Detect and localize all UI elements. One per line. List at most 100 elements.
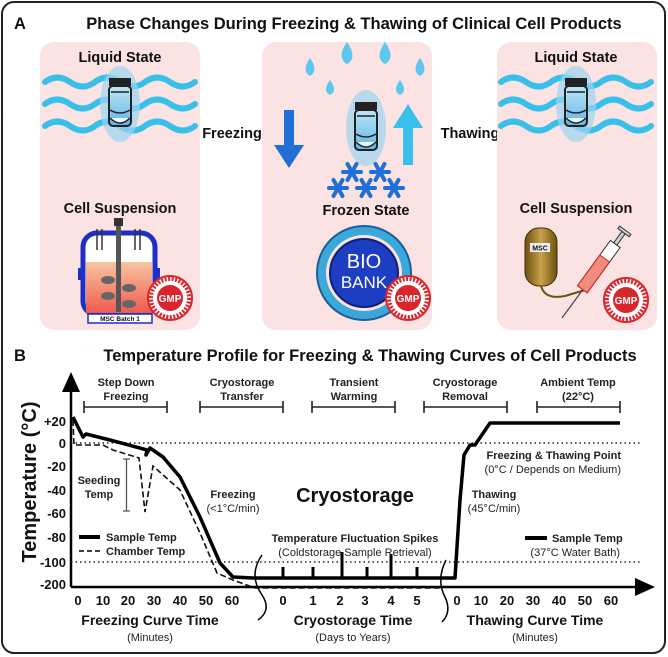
svg-text:GMP: GMP [397,294,420,305]
freezing-x-unit: (Minutes) [127,632,173,644]
liquid-state-box-left: Liquid State Cell Suspension MSC Batch 1… [40,42,200,330]
svg-text:20: 20 [121,593,135,608]
svg-text:0: 0 [74,593,81,608]
spikes-note-sub: (Coldstorage Sample Retrieval) [278,547,431,559]
svg-text:60: 60 [225,593,239,608]
svg-text:40: 40 [173,593,187,608]
svg-text:-40: -40 [47,483,66,498]
syringe-icon [561,225,632,319]
arrow-up-icon [393,104,423,165]
phase-label: Freezing [103,391,148,403]
seeding-label: Temp [85,489,114,501]
y-axis-label: Temperature (°C) [19,402,41,563]
svg-text:50: 50 [578,593,592,608]
svg-text:40: 40 [552,593,566,608]
svg-text:10: 10 [474,593,488,608]
seeding-label: Seeding [78,475,121,487]
thawing-note: Thawing [472,489,517,501]
bioreactor-icon: MSC Batch 1 [78,218,160,324]
vial-icon [99,65,141,143]
vessel-label: MSC Batch 1 [100,316,140,323]
svg-text:1: 1 [309,593,316,608]
frozen-state-box: Frozen State BIO BANK GMP [262,42,432,330]
panel-b-title: Temperature Profile for Freezing & Thawi… [103,347,636,365]
thawing-x-unit: (Minutes) [512,632,558,644]
panel-a-letter: A [14,15,26,33]
cell-bag-icon: MSC [524,227,586,298]
phase-brackets [83,401,621,413]
svg-text:-20: -20 [47,459,66,474]
freezing-x-label: Freezing Curve Time [81,612,219,628]
right-state-label: Liquid State [535,50,618,66]
vial-icon [345,89,387,167]
x-axis-arrow-icon [635,578,655,596]
vial-icon [555,65,597,143]
cryo-x-ticks: 0 1 2 3 4 5 [279,593,420,608]
svg-text:0: 0 [453,593,460,608]
bag-label: MSC [532,246,548,253]
svg-text:10: 10 [96,593,110,608]
gmp-stamp-icon: GMP [602,276,650,324]
legend-water-bath: (37°C Water Bath) [530,547,620,559]
right-subtitle: Cell Suspension [520,201,633,217]
svg-text:-80: -80 [47,530,66,545]
cryostorage-title: Cryostorage [296,485,414,507]
thawing-x-ticks: 0 10 20 30 40 50 60 [453,593,618,608]
fluctuation-spikes [281,552,419,578]
legend-sample-temp: Sample Temp [106,532,177,544]
phase-labels: Step Down Freezing Cryostorage Transfer … [98,377,616,403]
svg-text:30: 30 [526,593,540,608]
freezing-rate: (<1°C/min) [207,503,260,515]
arrow-down-icon [274,110,304,168]
gmp-stamp-icon: GMP [146,274,194,322]
phase-label: Removal [442,391,488,403]
thawing-label: Thawing [441,126,500,142]
biobank-line2: BANK [341,273,388,292]
sample-temp-curve [71,416,620,580]
phase-label: Ambient Temp [540,377,616,389]
liquid-state-box-right: Liquid State Cell Suspension MSC GMP [497,42,657,330]
phase-label: Warming [331,391,378,403]
svg-text:GMP: GMP [615,296,638,307]
phase-label: Cryostorage [210,377,275,389]
left-subtitle: Cell Suspension [64,201,177,217]
legend-sample-temp: Sample Temp [552,533,623,545]
legend-chamber-temp: Chamber Temp [106,546,186,558]
svg-text:30: 30 [147,593,161,608]
panel-a-title: Phase Changes During Freezing & Thawing … [86,15,621,33]
center-state-label: Frozen State [322,203,409,219]
svg-text:60: 60 [604,593,618,608]
svg-text:-200: -200 [40,577,66,592]
legend-right: Sample Temp (37°C Water Bath) [525,533,623,559]
axis-break-icon [254,554,267,621]
legend-left: Sample Temp Chamber Temp [79,532,186,558]
svg-text:5: 5 [413,593,420,608]
svg-text:2: 2 [336,593,343,608]
cryo-x-unit: (Days to Years) [315,632,390,644]
svg-text:50: 50 [199,593,213,608]
phase-label: Transfer [220,391,264,403]
left-state-label: Liquid State [79,50,162,66]
seeding-range-bracket [123,458,130,512]
svg-text:0: 0 [279,593,286,608]
freezing-x-ticks: 0 10 20 30 40 50 60 [74,593,239,608]
biobank-icon: BIO BANK [316,225,412,321]
thawing-rate: (45°C/min) [468,503,521,515]
svg-text:4: 4 [387,593,395,608]
svg-text:GMP: GMP [159,294,182,305]
svg-text:-60: -60 [47,506,66,521]
cryo-x-label: Cryostorage Time [294,612,413,628]
ft-point-note: Freezing & Thawing Point [487,450,622,462]
spikes-note: Temperature Fluctuation Spikes [272,533,439,545]
freezing-note: Freezing [210,489,255,501]
axis-break-icon [440,559,449,623]
svg-text:+20: +20 [44,414,66,429]
chamber-temp-curve [72,419,440,589]
biobank-line1: BIO [347,251,381,273]
svg-text:-100: -100 [40,555,66,570]
y-tick-labels: +20 0 -20 -40 -60 -80 -100 -200 [40,414,66,592]
svg-text:20: 20 [500,593,514,608]
phase-label: Cryostorage [433,377,498,389]
y-axis-arrow-icon [62,372,80,392]
